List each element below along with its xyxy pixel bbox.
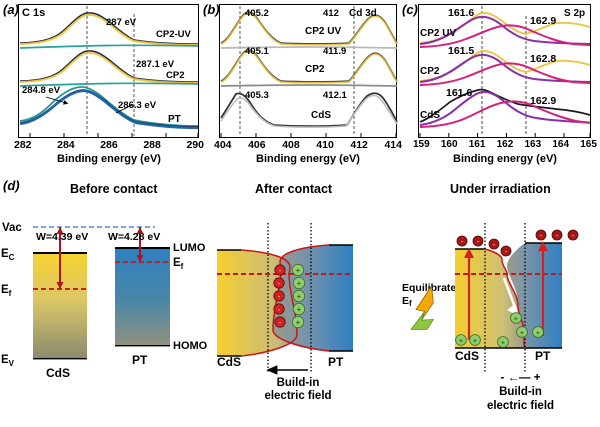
svg-text:+: + (296, 318, 301, 327)
svg-text:+: + (473, 336, 478, 345)
svg-text:Vac: Vac (2, 222, 22, 234)
svg-text:161.6: 161.6 (448, 7, 474, 19)
svg-text:Cd 3d: Cd 3d (349, 8, 377, 19)
svg-text:161.6: 161.6 (446, 87, 472, 99)
svg-text:CdS: CdS (46, 366, 70, 380)
svg-text:412: 412 (323, 8, 339, 19)
svg-text:CP2: CP2 (305, 64, 325, 75)
svg-text:W=4.28 eV: W=4.28 eV (108, 231, 160, 243)
svg-text:CdS: CdS (455, 349, 479, 363)
svg-text:412.1: 412.1 (323, 90, 347, 101)
svg-text:PT: PT (328, 355, 344, 369)
svg-text:CdS: CdS (217, 355, 241, 369)
svg-text:+: + (459, 336, 464, 345)
svg-text:161.5: 161.5 (448, 45, 474, 57)
svg-text:CP2: CP2 (420, 66, 440, 77)
svg-text:405.1: 405.1 (245, 46, 269, 57)
svg-text:+: + (501, 338, 506, 347)
svg-text:162.9: 162.9 (530, 15, 556, 27)
svg-text:405.3: 405.3 (245, 90, 269, 101)
svg-text:+: + (297, 279, 302, 288)
svg-text:+: + (536, 328, 541, 337)
svg-text:EV: EV (1, 354, 15, 368)
svg-text:C 1s: C 1s (22, 7, 45, 19)
svg-text:S 2p: S 2p (564, 8, 585, 19)
svg-text:287 eV: 287 eV (106, 17, 137, 28)
svg-text:Ef: Ef (1, 284, 12, 298)
svg-text:+: + (520, 328, 525, 337)
svg-text:CP2 UV: CP2 UV (420, 28, 456, 39)
svg-text:+: + (514, 314, 519, 323)
svg-text:CdS: CdS (420, 110, 440, 121)
svg-text:162.9: 162.9 (530, 95, 556, 107)
svg-text:287.1 eV: 287.1 eV (136, 59, 175, 70)
svg-text:W=4.39 eV: W=4.39 eV (36, 231, 88, 243)
svg-text:CP2-UV: CP2-UV (156, 29, 192, 40)
svg-text:CP2: CP2 (166, 70, 184, 81)
svg-text:PT: PT (535, 349, 551, 363)
svg-text:+: + (297, 305, 302, 314)
svg-text:Ef: Ef (173, 257, 184, 271)
svg-text:PT: PT (132, 353, 148, 367)
svg-text:CP2 UV: CP2 UV (305, 26, 341, 37)
svg-text:162.8: 162.8 (530, 53, 556, 65)
svg-text:PT: PT (168, 114, 181, 125)
svg-text:284.8 eV: 284.8 eV (22, 85, 61, 96)
svg-text:+: + (296, 266, 301, 275)
svg-text:411.9: 411.9 (323, 46, 346, 57)
svg-text:CdS: CdS (311, 110, 331, 121)
svg-text:+: + (297, 292, 302, 301)
svg-text:EC: EC (1, 248, 15, 262)
svg-text:405.2: 405.2 (245, 8, 269, 19)
